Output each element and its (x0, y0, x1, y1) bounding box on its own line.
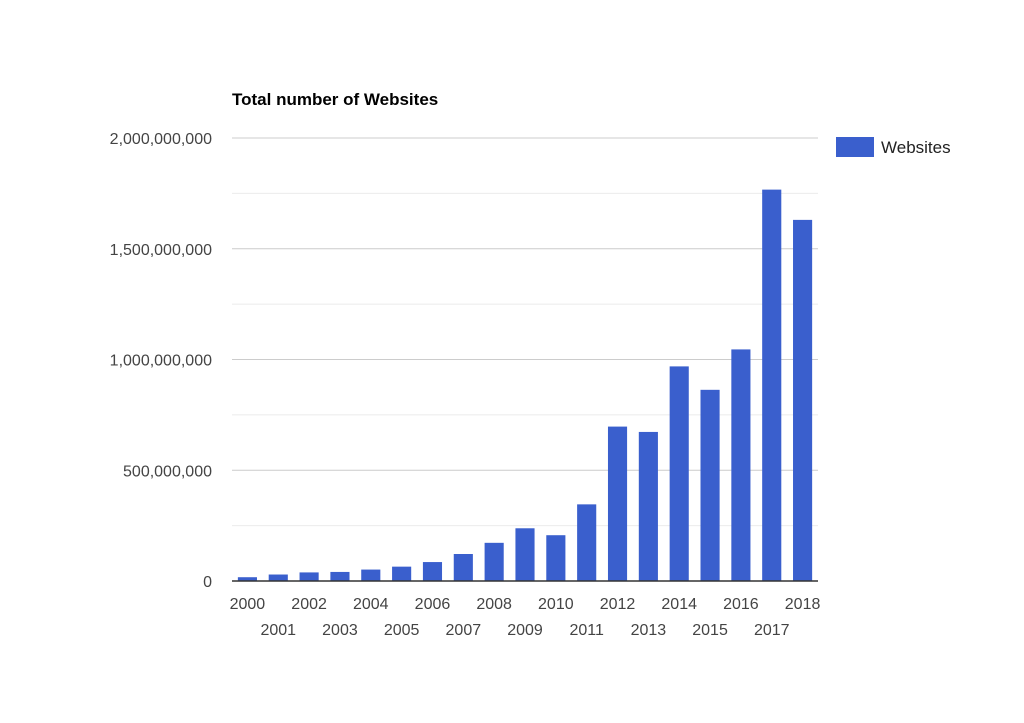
x-tick-label: 2001 (260, 622, 296, 639)
legend-swatch-websites (836, 137, 874, 157)
bar-series-websites (237, 189, 813, 581)
chart-title: Total number of Websites (232, 90, 438, 109)
y-tick-label: 500,000,000 (123, 463, 212, 480)
x-tick-label: 2018 (785, 596, 821, 613)
bar-2001 (268, 574, 288, 581)
bar-2002 (299, 572, 319, 581)
bar-2011 (577, 504, 597, 581)
x-tick-label: 2007 (446, 622, 482, 639)
x-tick-label: 2000 (230, 596, 266, 613)
bar-2015 (700, 389, 720, 581)
x-tick-label: 2008 (476, 596, 512, 613)
x-tick-label: 2006 (415, 596, 451, 613)
bar-2006 (422, 562, 443, 581)
bar-2013 (638, 431, 658, 581)
x-tick-label: 2017 (754, 622, 790, 639)
x-tick-label: 2012 (600, 596, 636, 613)
x-tick-label: 2013 (631, 622, 667, 639)
y-tick-label: 0 (203, 574, 212, 591)
x-axis: 2000 2001 2002 2003 2004 2005 2006 2007 2008 2009… (230, 596, 821, 639)
y-axis: 0 500,000,000 1,000,000,000 1,500,000,000 2,… (110, 131, 212, 591)
bar-2000 (237, 577, 257, 581)
bar-2017 (762, 189, 782, 581)
bar-2003 (330, 571, 350, 581)
y-tick-label: 1,000,000,000 (110, 353, 212, 370)
bar-2007 (453, 554, 473, 581)
legend: Websites (836, 137, 951, 157)
bar-2009 (515, 528, 535, 581)
x-tick-label: 2014 (661, 596, 697, 613)
x-tick-label: 2003 (322, 622, 358, 639)
bar-2016 (731, 349, 751, 581)
x-tick-label: 2005 (384, 622, 420, 639)
x-tick-label: 2009 (507, 622, 543, 639)
x-tick-label: 2015 (692, 622, 728, 639)
legend-label-websites: Websites (881, 138, 951, 157)
bar-2010 (546, 535, 566, 581)
y-tick-label: 1,500,000,000 (110, 242, 212, 259)
bar-2012 (607, 426, 628, 581)
bar-2014 (669, 366, 689, 581)
y-tick-label: 2,000,000,000 (110, 131, 212, 148)
x-tick-label: 2004 (353, 596, 389, 613)
gridlines (232, 137, 818, 527)
bar-2008 (484, 542, 504, 581)
bar-2018 (793, 219, 813, 581)
x-tick-label: 2002 (291, 596, 327, 613)
bar-2005 (392, 566, 412, 581)
x-tick-label: 2016 (723, 596, 759, 613)
x-tick-label: 2010 (538, 596, 574, 613)
bar-2004 (361, 569, 381, 581)
x-tick-label: 2011 (569, 622, 604, 639)
